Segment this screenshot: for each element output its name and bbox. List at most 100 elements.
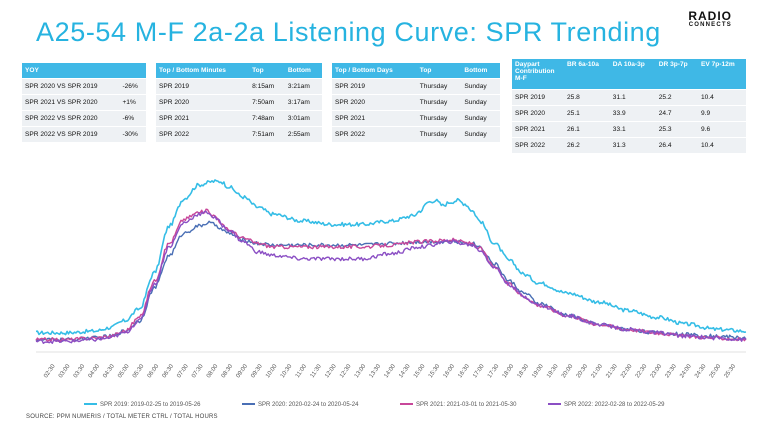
x-tick-label: 10:00 [265, 363, 279, 379]
table-cell: 33.1 [609, 122, 656, 137]
table-cell: 3:17am [284, 95, 322, 110]
table-cell: 26.4 [655, 138, 698, 153]
legend-label: SPR 2022: 2022-02-28 to 2022-05-29 [564, 402, 665, 408]
table-cell: 10.4 [697, 90, 746, 105]
table-cell: 2:55am [284, 127, 322, 142]
x-tick-label: 13:00 [354, 363, 368, 379]
x-tick-label: 07:30 [191, 363, 205, 379]
x-tick-label: 08:00 [206, 363, 220, 379]
table-cell: SPR 2021 [512, 122, 564, 137]
table-cell: Sunday [461, 95, 500, 110]
x-tick-label: 11:00 [295, 363, 309, 379]
table-header-row: YOY [22, 63, 146, 78]
table-cell: 7:50am [249, 95, 285, 110]
x-tick-label: 04:30 [102, 363, 116, 379]
legend-label: SPR 2021: 2021-03-01 to 2021-05-30 [416, 402, 517, 408]
x-tick-label: 09:00 [236, 363, 250, 379]
x-tick-label: 06:30 [162, 363, 176, 379]
table-cell: Thursday [416, 79, 462, 94]
table-cell: 25.1 [564, 106, 610, 121]
series-line-4 [35, 210, 747, 344]
x-tick-label: 11:30 [310, 363, 324, 379]
table-cell: 33.9 [609, 106, 656, 121]
table-cell: +1% [119, 95, 146, 110]
table-header-cell: EV 7p-12m [697, 59, 746, 89]
x-tick-label: 23:00 [650, 363, 664, 379]
table-header-row: Top / Bottom Minutes Top Bottom [156, 63, 322, 78]
table-row: SPR 2019 25.8 31.1 25.2 10.4 [512, 90, 746, 105]
source-note: SOURCE: PPM NUMERIS / TOTAL METER CTRL /… [26, 414, 218, 420]
table-cell: SPR 2022 VS SPR 2020 [22, 111, 120, 126]
table-header-cell: Top / Bottom Days [332, 63, 417, 78]
table-row: SPR 2019 Thursday Sunday [332, 79, 500, 94]
table-header-cell: DR 3p-7p [655, 59, 698, 89]
table-row: SPR 2021 26.1 33.1 25.3 9.6 [512, 122, 746, 137]
top-bottom-minutes-table: Top / Bottom Minutes Top Bottom SPR 2019… [156, 62, 322, 143]
x-tick-label: 02:30 [43, 363, 57, 379]
x-tick-label: 16:30 [457, 363, 471, 379]
table-cell: SPR 2022 [332, 127, 417, 142]
table-cell: SPR 2021 [332, 111, 417, 126]
x-tick-label: 17:30 [487, 363, 501, 379]
table-cell: Sunday [461, 79, 500, 94]
table-row: SPR 2020 25.1 33.9 24.7 9.9 [512, 106, 746, 121]
table-header-cell: Top [249, 63, 285, 78]
table-cell: SPR 2020 [332, 95, 417, 110]
daypart-contribution-table: Daypart Contribution M-F BR 6a-10a DA 10… [512, 58, 746, 154]
x-tick-label: 21:30 [605, 363, 619, 379]
x-tick-label: 13:30 [369, 363, 383, 379]
table-header-cell: Bottom [461, 63, 500, 78]
table-header-row: Top / Bottom Days Top Bottom [332, 63, 500, 78]
x-tick-label: 14:00 [383, 363, 397, 379]
table-cell: 31.1 [609, 90, 656, 105]
table-row: SPR 2020 7:50am 3:17am [156, 95, 322, 110]
x-tick-label: 24:30 [694, 363, 708, 379]
x-tick-label: 24:00 [679, 363, 693, 379]
x-tick-label: 20:30 [576, 363, 590, 379]
table-cell: SPR 2022 VS SPR 2019 [22, 127, 120, 142]
x-tick-label: 04:00 [88, 363, 102, 379]
x-tick-label: 05:30 [132, 363, 146, 379]
x-tick-label: 21:00 [591, 363, 605, 379]
table-cell: 26.1 [564, 122, 610, 137]
table-row: SPR 2021 Thursday Sunday [332, 111, 500, 126]
table-cell: SPR 2019 [156, 79, 250, 94]
table-cell: 9.9 [697, 106, 746, 121]
table-cell: -6% [119, 111, 146, 126]
table-row: SPR 2020 Thursday Sunday [332, 95, 500, 110]
logo-line-2: CONNECTS [688, 22, 732, 28]
table-header-cell: Daypart Contribution M-F [512, 59, 564, 89]
table-row: SPR 2021 7:48am 3:01am [156, 111, 322, 126]
x-tick-label: 18:30 [517, 363, 531, 379]
table-row: SPR 2022 26.2 31.3 26.4 10.4 [512, 138, 746, 153]
table-row: SPR 2022 Thursday Sunday [332, 127, 500, 142]
x-tick-label: 12:00 [324, 363, 338, 379]
table-row: SPR 2022 7:51am 2:55am [156, 127, 322, 142]
x-tick-label: 20:00 [561, 363, 575, 379]
x-tick-label: 07:00 [176, 363, 190, 379]
table-cell: SPR 2022 [156, 127, 250, 142]
x-tick-label: 23:30 [664, 363, 678, 379]
legend-label: SPR 2019: 2019-02-25 to 2019-05-26 [100, 402, 201, 408]
table-cell: 8:15am [249, 79, 285, 94]
table-cell: 7:51am [249, 127, 285, 142]
table-cell: Thursday [416, 111, 462, 126]
table-row: SPR 2021 VS SPR 2020 +1% [22, 95, 146, 110]
x-tick-label: 15:30 [428, 363, 442, 379]
x-tick-label: 25:30 [724, 363, 738, 379]
table-header-cell: Bottom [284, 63, 322, 78]
table-row: SPR 2020 VS SPR 2019 -26% [22, 79, 146, 94]
table-cell: SPR 2021 [156, 111, 250, 126]
table-cell: SPR 2020 [512, 106, 564, 121]
x-tick-label: 22:30 [635, 363, 649, 379]
table-cell: -30% [119, 127, 146, 142]
x-tick-label: 22:00 [620, 363, 634, 379]
table-cell: SPR 2022 [512, 138, 564, 153]
table-header-cell: YOY [22, 63, 120, 78]
x-tick-label: 25:00 [709, 363, 723, 379]
table-cell: 26.2 [564, 138, 610, 153]
table-header-cell: Top [416, 63, 462, 78]
x-tick-label: 06:00 [147, 363, 161, 379]
x-tick-label: 08:30 [221, 363, 235, 379]
